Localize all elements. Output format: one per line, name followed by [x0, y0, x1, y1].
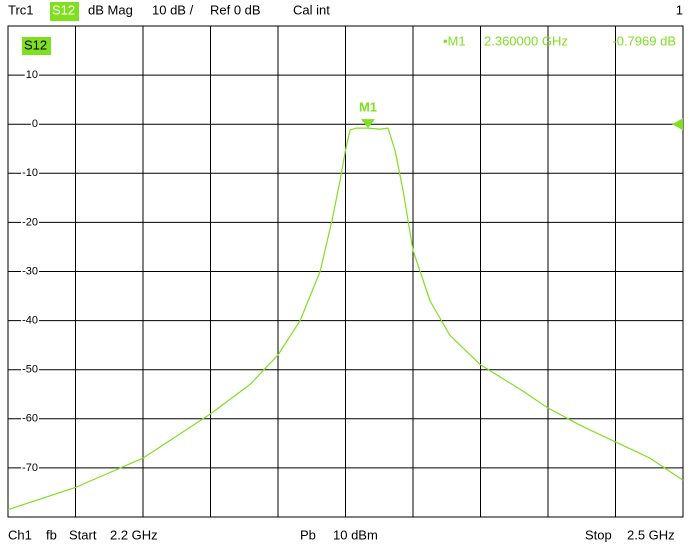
power-label: Pb — [300, 527, 316, 542]
y-tick-label: -20 — [22, 216, 38, 228]
y-tick-label: 10 — [26, 69, 38, 81]
cal-state: Cal int — [293, 2, 330, 17]
tick-label-bg — [21, 412, 39, 425]
y-tick-label: -30 — [22, 265, 38, 277]
trace-label-bg — [22, 37, 51, 55]
param-name: S12 — [52, 2, 75, 17]
sweep-mode: fb — [46, 527, 57, 542]
scale: 10 dB / — [152, 2, 194, 17]
ref-arrow — [672, 118, 683, 131]
marker-label: M1 — [359, 100, 377, 115]
tick-label-bg — [21, 265, 39, 278]
marker-readout-y: -0.7969 dB — [612, 33, 676, 48]
power: 10 dBm — [333, 527, 378, 542]
marker-readout-name: •M1 — [443, 33, 466, 48]
channel: Ch1 — [8, 527, 32, 542]
y-tick-label: -60 — [22, 413, 38, 425]
tick-label-bg — [30, 118, 39, 131]
trace — [7, 127, 684, 511]
trace-name: Trc1 — [8, 2, 34, 17]
tick-label-bg — [21, 314, 39, 327]
stop-freq: 2.5 GHz — [627, 527, 675, 542]
marker-symbol — [361, 119, 375, 129]
y-tick-label: -70 — [22, 462, 38, 474]
start-label: Start — [69, 527, 97, 542]
tick-label-bg — [21, 216, 39, 229]
ref-level: Ref 0 dB — [210, 2, 261, 17]
stop-label: Stop — [585, 527, 612, 542]
window-number: 1 — [676, 2, 683, 17]
param-highlight — [50, 2, 79, 21]
start-freq: 2.2 GHz — [110, 527, 158, 542]
y-tick-label: -50 — [22, 364, 38, 376]
y-tick-label: 0 — [32, 118, 38, 130]
y-tick-label: -10 — [22, 167, 38, 179]
tick-label-bg — [21, 363, 39, 376]
tick-label-bg — [21, 167, 39, 180]
format: dB Mag — [88, 2, 133, 17]
y-tick-label: -40 — [22, 315, 38, 327]
tick-label-bg — [24, 69, 39, 82]
tick-label-bg — [21, 461, 39, 474]
marker-readout-x: 2.360000 GHz — [484, 33, 568, 48]
trace-label: S12 — [24, 37, 47, 52]
